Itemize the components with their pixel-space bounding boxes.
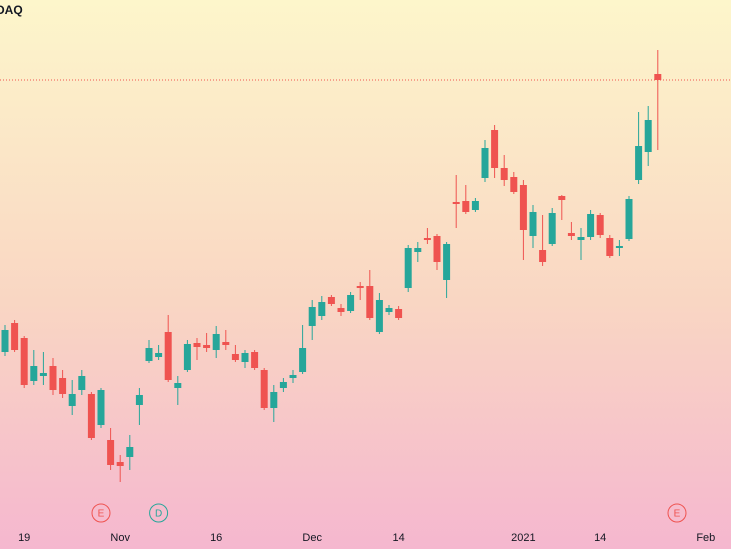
candle-body — [78, 376, 86, 390]
candle-body — [164, 332, 172, 380]
candle-body — [356, 286, 364, 288]
candle-body — [155, 353, 163, 357]
candle-body — [30, 366, 38, 381]
candle-body — [337, 308, 345, 312]
x-tick-label: 14 — [594, 532, 606, 544]
event-marker — [149, 503, 169, 523]
chart-title: DAQ — [0, 3, 23, 17]
candle-body — [212, 334, 220, 350]
candle-body — [385, 308, 393, 312]
candle-body — [49, 366, 57, 390]
candle-body — [174, 383, 182, 388]
candle-body — [596, 215, 604, 235]
x-tick-label: 19 — [18, 532, 30, 544]
candle-body — [375, 300, 383, 332]
candle-body — [443, 244, 451, 280]
candle-body — [625, 199, 633, 239]
candle-body — [68, 394, 76, 406]
candle-body — [299, 348, 307, 372]
candle-body — [635, 146, 643, 180]
event-label: E — [98, 509, 105, 520]
event-marker — [91, 503, 111, 523]
candle-body — [241, 353, 249, 362]
candle-body — [135, 395, 143, 405]
x-tick-label: Feb — [696, 532, 715, 544]
candle-body — [222, 342, 230, 345]
candle-body — [193, 343, 201, 347]
candle-body — [452, 202, 460, 204]
candle-body — [567, 233, 575, 236]
candle-body — [183, 344, 191, 370]
candle-body — [577, 237, 585, 240]
candle-body — [500, 168, 508, 180]
candle-body — [116, 462, 124, 466]
x-tick-label: Nov — [110, 532, 130, 544]
event-marker — [667, 503, 687, 523]
event-label: D — [155, 509, 162, 520]
candle-body — [471, 201, 479, 210]
candle-body — [462, 201, 470, 212]
candle-body — [231, 354, 239, 360]
candle-body — [308, 307, 316, 326]
candle-body — [606, 238, 614, 256]
candle-body — [327, 297, 335, 304]
candle-body — [203, 345, 211, 348]
candle-body — [395, 309, 403, 318]
candle-body — [11, 323, 19, 350]
candle-body — [615, 246, 623, 248]
candle-body — [539, 250, 547, 262]
candle-body — [654, 74, 662, 80]
candle-body — [279, 382, 287, 388]
candle-body — [97, 390, 105, 425]
candle-body — [59, 378, 67, 394]
candle-body — [270, 392, 278, 408]
candle-body — [587, 214, 595, 237]
candle-body — [366, 286, 374, 318]
candle-body — [251, 352, 259, 368]
event-label: E — [674, 509, 681, 520]
candle-body — [644, 120, 652, 152]
candle-body — [318, 302, 326, 316]
candle-body — [558, 196, 566, 200]
candle-body — [491, 130, 499, 168]
candle-body — [404, 248, 412, 288]
candle-body — [87, 394, 95, 438]
candle-body — [433, 236, 441, 262]
candle-body — [347, 295, 355, 311]
candle-body — [20, 338, 28, 385]
candle-body — [289, 375, 297, 378]
candle-body — [423, 238, 431, 240]
x-tick-label: 14 — [392, 532, 404, 544]
candle-body — [510, 177, 518, 192]
candle-body — [548, 213, 556, 244]
candle-body — [414, 248, 422, 252]
candle-body — [126, 447, 134, 457]
candle-body — [481, 148, 489, 178]
candle-body — [145, 348, 153, 361]
candle-body — [260, 370, 268, 408]
candle-body — [39, 373, 47, 376]
candle-body — [519, 185, 527, 230]
candle-body — [529, 212, 537, 236]
x-tick-label: 16 — [210, 532, 222, 544]
candle-body — [107, 440, 115, 465]
candle-body — [1, 330, 9, 352]
x-tick-label: 2021 — [511, 532, 535, 544]
x-tick-label: Dec — [302, 532, 322, 544]
